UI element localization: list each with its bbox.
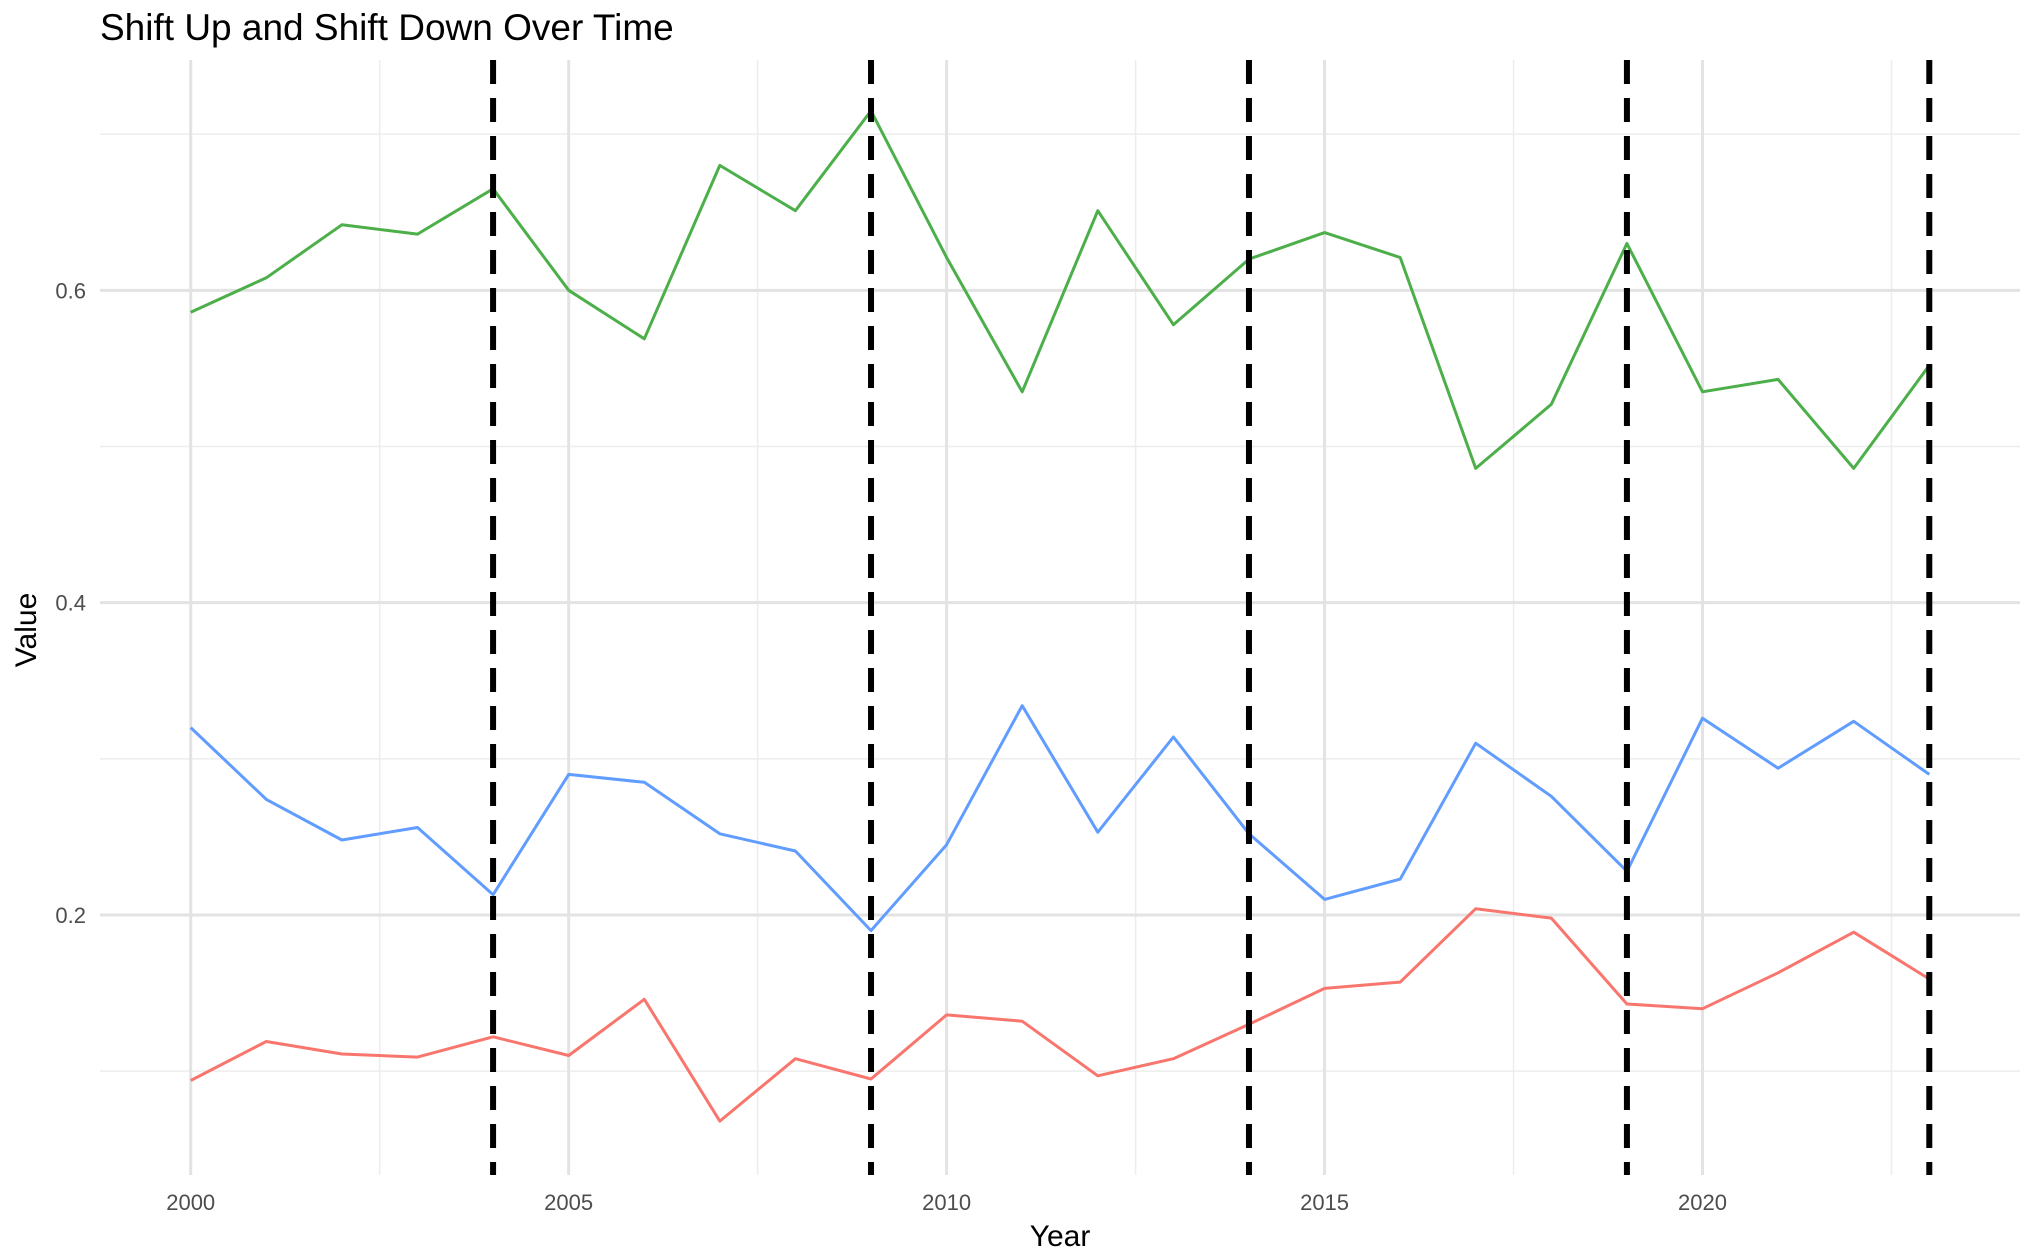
y-tick-label: 0.4 [55,591,86,616]
vertical-reference-lines [490,60,1933,1175]
series-line-3 [190,907,1931,1123]
major-gridlines [100,60,2020,1175]
y-tick-label: 0.2 [55,903,86,928]
series-line-1 [190,109,1931,470]
minor-gridlines [100,60,2020,1175]
x-tick-label: 2020 [1678,1190,1727,1215]
series-lines [189,109,1931,1123]
x-tick-label: 2005 [544,1190,593,1215]
x-tick-label: 2010 [922,1190,971,1215]
y-axis-ticks: 0.2 0.4 0.6 [55,278,86,928]
chart-title: Shift Up and Shift Down Over Time [100,7,674,48]
y-tick-label: 0.6 [55,278,86,303]
x-axis-title: Year [1030,1220,1091,1253]
y-axis-title: Value [10,593,43,668]
series-line-2 [189,704,1931,933]
x-tick-label: 2000 [166,1190,215,1215]
x-tick-label: 2015 [1300,1190,1349,1215]
x-axis-ticks: 2000 2005 2010 2015 2020 [166,1190,1727,1215]
